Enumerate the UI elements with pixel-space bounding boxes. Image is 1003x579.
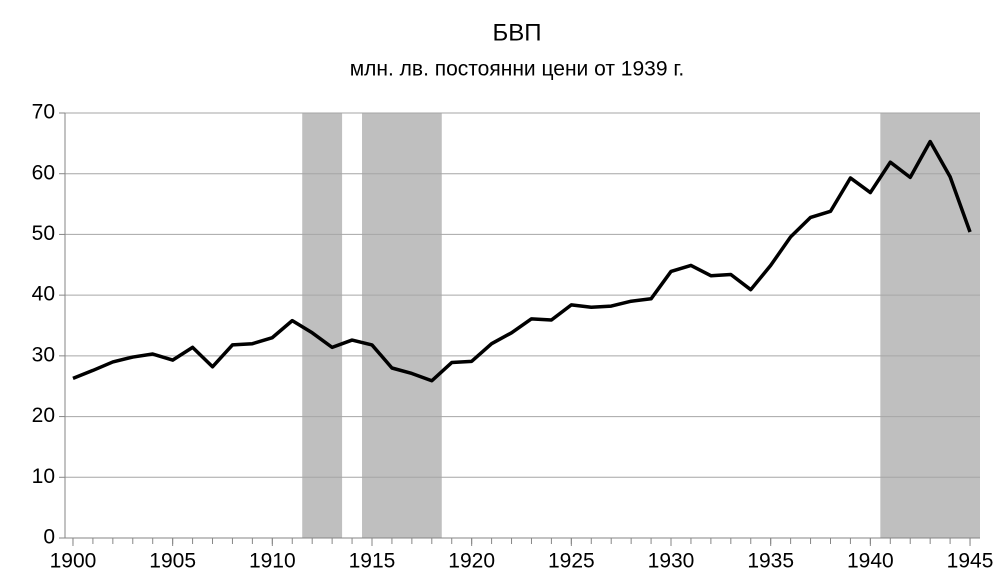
x-tick-label: 1935 xyxy=(747,550,794,573)
x-tick-label: 1920 xyxy=(448,550,495,573)
y-tick-label: 70 xyxy=(32,101,55,124)
x-tick-label: 1905 xyxy=(149,550,196,573)
shaded-period xyxy=(362,113,442,538)
y-tick-label: 30 xyxy=(32,343,55,366)
y-tick-label: 20 xyxy=(32,404,55,427)
line xyxy=(72,139,972,383)
x-tick-label: 1915 xyxy=(349,550,396,573)
y-tick-label: 40 xyxy=(32,283,55,306)
shaded-period xyxy=(302,113,343,538)
chart-subtitle: млн. лв. постоянни цени от 1939 г. xyxy=(350,58,685,81)
x-tick-label: 1940 xyxy=(847,550,894,573)
x-tick-label: 1910 xyxy=(249,550,296,573)
y-tick-label: 50 xyxy=(32,222,55,245)
y-tick-label: 10 xyxy=(32,465,55,488)
x-tick-label: 1945 xyxy=(947,550,994,573)
x-tick-label: 1900 xyxy=(50,550,97,573)
x-tick-label: 1925 xyxy=(548,550,595,573)
chart-title: БВП xyxy=(492,19,541,46)
shaded-period xyxy=(880,113,980,538)
x-tick-label: 1930 xyxy=(648,550,695,573)
y-tick-label: 60 xyxy=(32,161,55,184)
y-tick-label: 0 xyxy=(43,526,55,549)
